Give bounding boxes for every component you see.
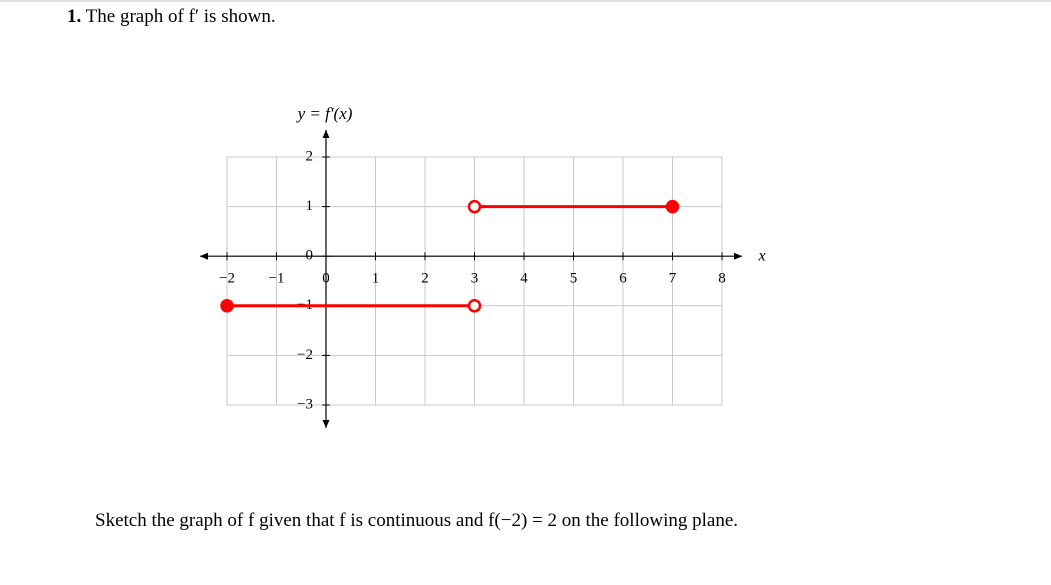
x-tick-label: 5 [570, 271, 578, 287]
top-rule [0, 0, 1051, 2]
y-tick-label: −2 [297, 347, 313, 363]
y-tick-label: −3 [297, 396, 313, 412]
x-tick-label: −2 [219, 271, 235, 287]
chart-title: y = f′(x) [296, 104, 353, 123]
open-endpoint [467, 199, 482, 214]
problem-number: 1. [67, 6, 82, 27]
closed-endpoint [665, 199, 680, 214]
x-tick-label: 2 [421, 271, 429, 287]
x-tick-label: 8 [718, 271, 726, 287]
problem-text: The graph of f′ is shown. [85, 6, 276, 27]
x-tick-label: 1 [372, 271, 380, 287]
x-tick-label: 3 [471, 271, 479, 287]
problem: 1. The graph of f′ is shown. [67, 6, 276, 28]
x-tick-label: 7 [669, 271, 677, 287]
x-tick-label: 0 [322, 271, 330, 287]
y-tick-label: 0 [306, 248, 314, 264]
y-tick-label: 2 [306, 148, 314, 164]
instruction: Sketch the graph of f given that f is co… [95, 510, 739, 531]
y-tick-label: 1 [306, 198, 314, 214]
x-tick-label: 6 [619, 271, 627, 287]
closed-endpoint [220, 299, 234, 313]
x-tick-label: 4 [520, 271, 528, 287]
x-axis-label: x [757, 248, 765, 265]
x-tick-label: −1 [269, 271, 285, 287]
open-endpoint [467, 299, 482, 313]
